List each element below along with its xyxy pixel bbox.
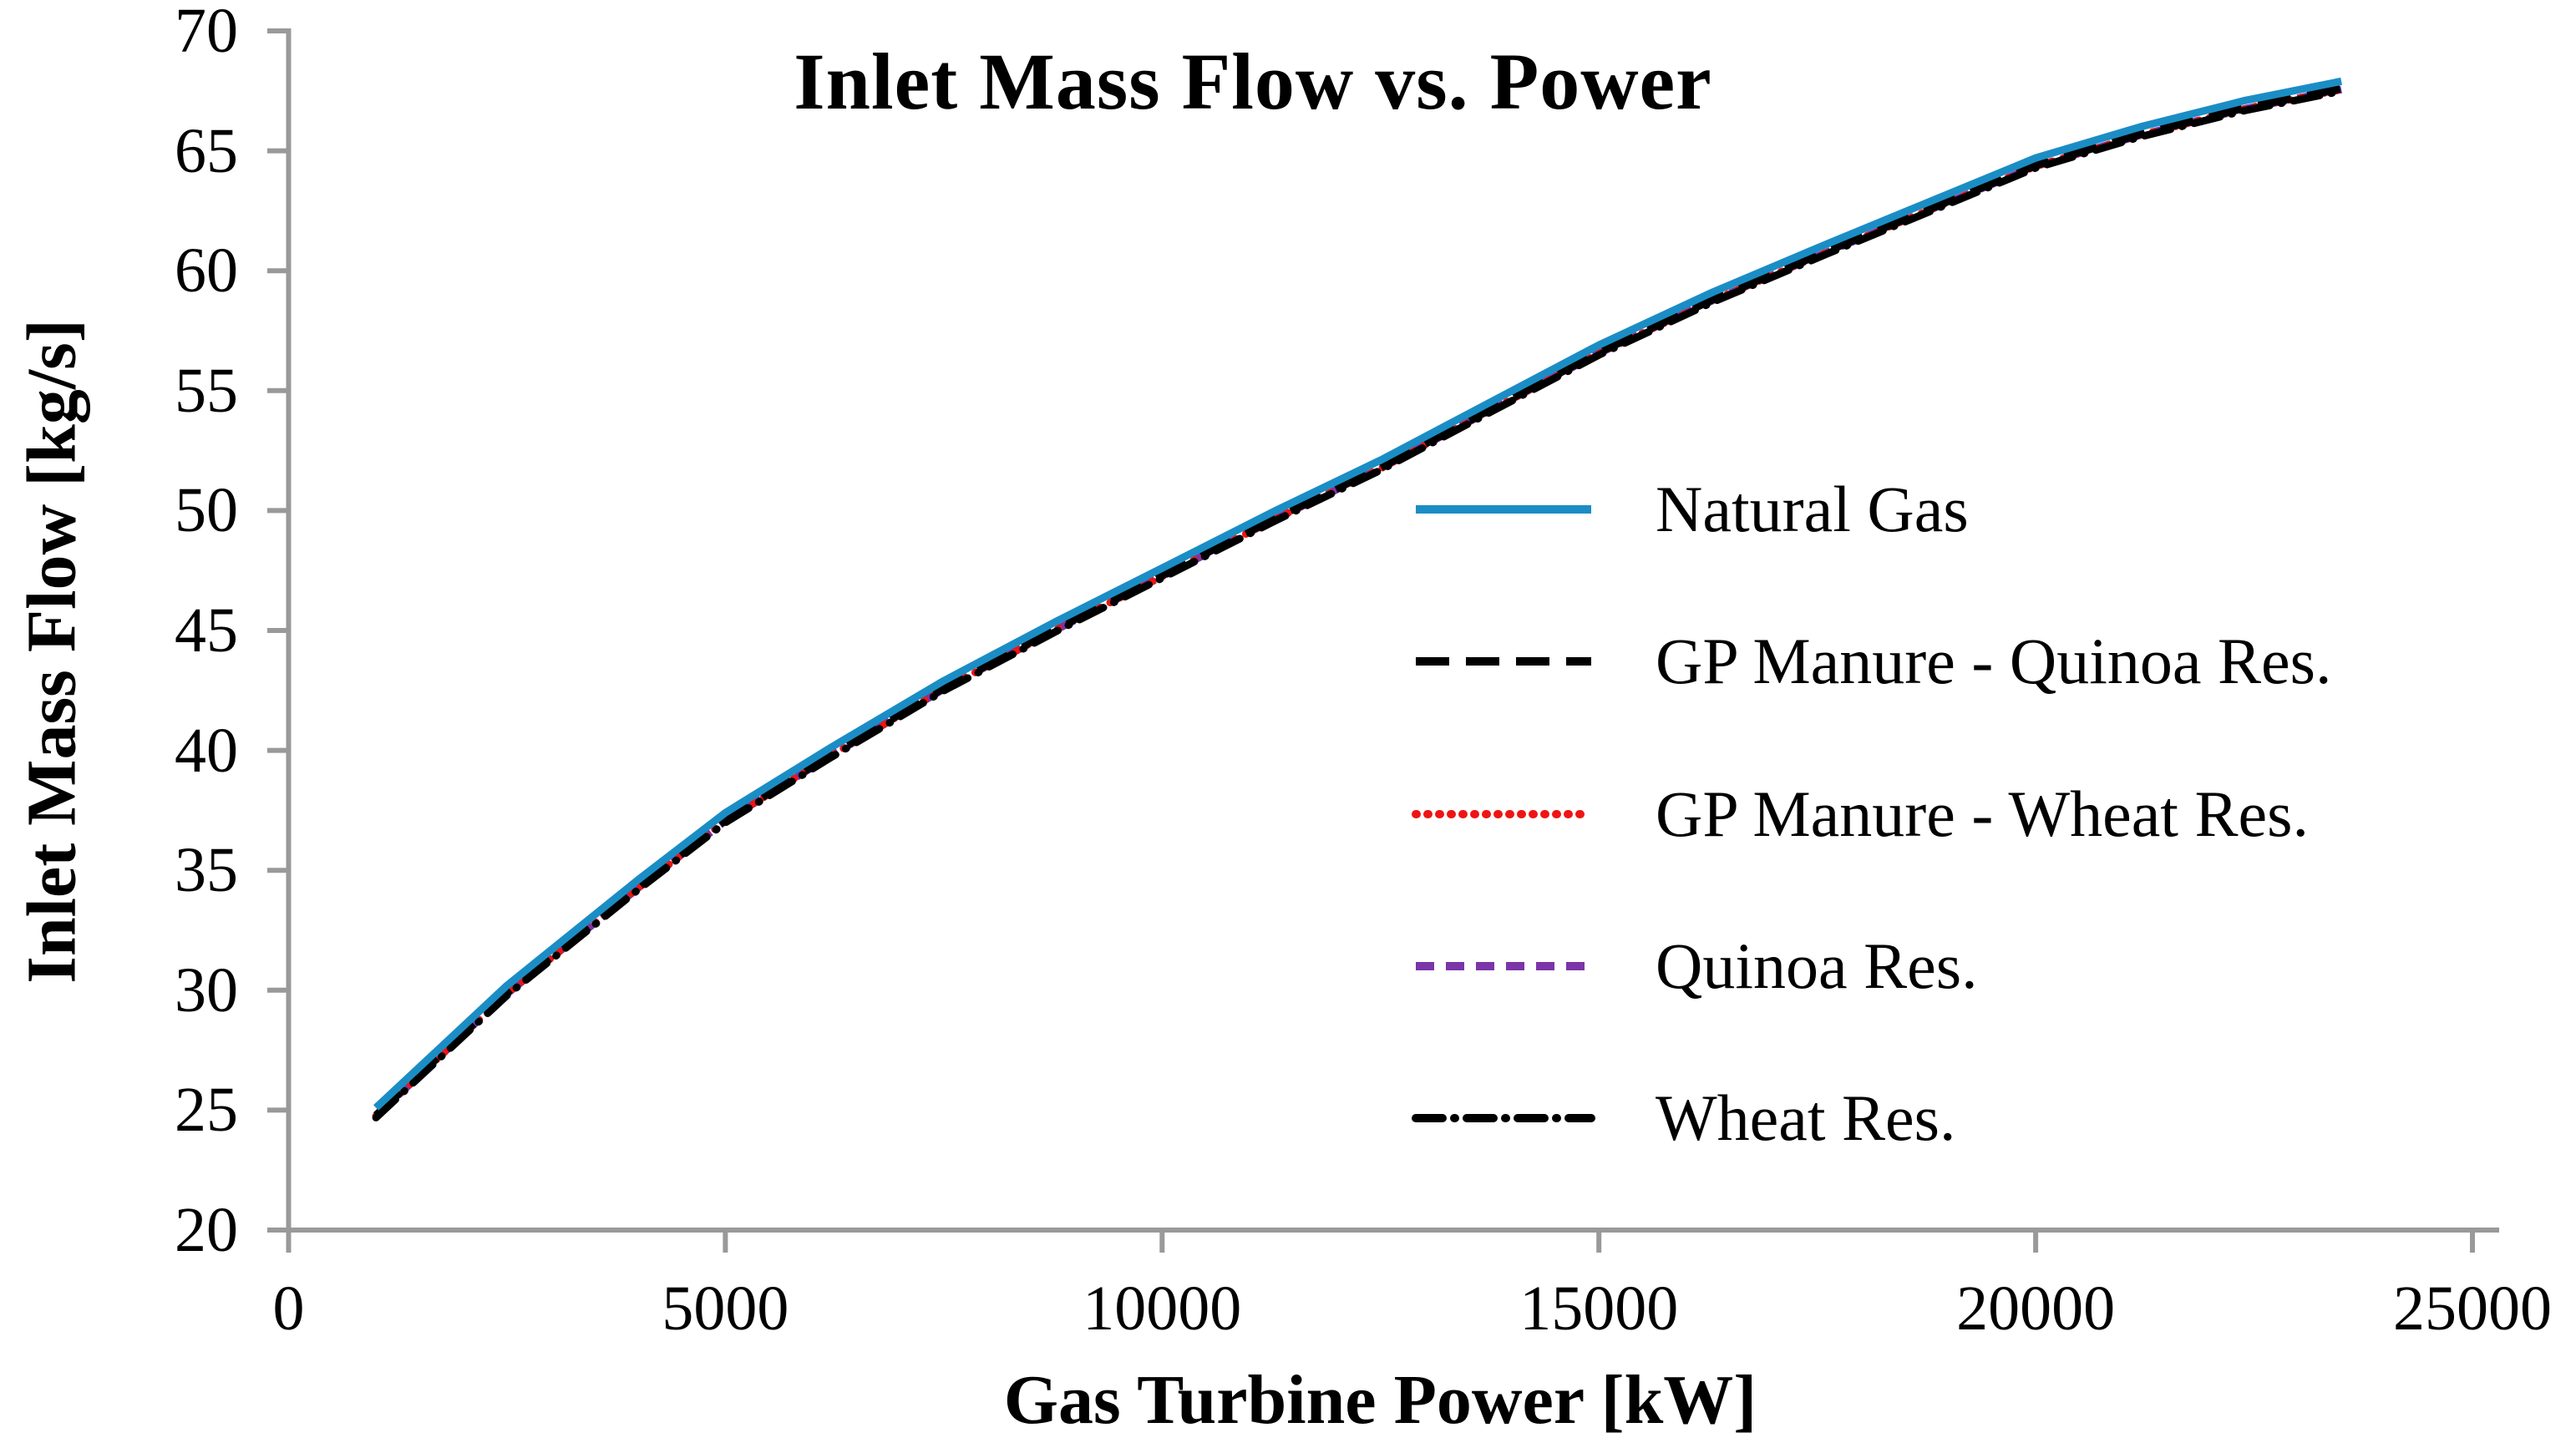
- y-tick-label: 50: [175, 475, 238, 546]
- curve-quinoa-res: [373, 85, 2342, 1119]
- legend-line-sample: [1416, 505, 1591, 514]
- legend-label: GP Manure - Quinoa Res.: [1656, 625, 2332, 697]
- curve-gp-manure-wheat-res: [372, 85, 2345, 1120]
- y-tick-label: 30: [175, 954, 238, 1025]
- legend-entry: Natural Gas: [1412, 463, 1969, 555]
- legend-entry: GP Manure - Quinoa Res.: [1412, 615, 2331, 707]
- legend-line-sample: [1416, 962, 1591, 970]
- legend-label: GP Manure - Wheat Res.: [1656, 777, 2309, 850]
- y-tick-label: 65: [175, 115, 238, 186]
- legend-label: Natural Gas: [1656, 473, 1969, 545]
- x-tick-label: 20000: [1956, 1273, 2116, 1344]
- curve-gp-manure-quinoa-res: [373, 84, 2342, 1118]
- curve-natural-gas: [373, 77, 2342, 1111]
- y-tick-label: 45: [175, 595, 238, 666]
- y-tick-label: 55: [175, 355, 238, 426]
- x-tick-label: 15000: [1519, 1273, 1679, 1344]
- legend-label: Quinoa Res.: [1656, 929, 1978, 1002]
- legend-line-sample: [1416, 657, 1591, 666]
- y-tick-label: 70: [175, 0, 238, 66]
- chart-title: Inlet Mass Flow vs. Power: [794, 37, 1712, 126]
- legend-line-sample: [1412, 810, 1595, 818]
- legend-entry: GP Manure - Wheat Res.: [1412, 768, 2309, 860]
- y-tick-label: 60: [175, 235, 238, 306]
- legend-entry: Quinoa Res.: [1412, 920, 1978, 1012]
- x-tick-label: 10000: [1083, 1273, 1242, 1344]
- x-tick-label: 0: [272, 1273, 305, 1344]
- legend-label: Wheat Res.: [1656, 1081, 1956, 1154]
- x-axis-title: Gas Turbine Power [kW]: [1003, 1361, 1757, 1439]
- y-tick-label: 20: [175, 1195, 238, 1265]
- legend-line-sample: [1412, 1114, 1595, 1122]
- curve-wheat-res: [372, 87, 2345, 1121]
- y-tick-label: 35: [175, 835, 238, 906]
- x-tick-label: 25000: [2393, 1273, 2552, 1344]
- y-tick-label: 25: [175, 1075, 238, 1146]
- y-tick-label: 40: [175, 715, 238, 786]
- x-tick-label: 5000: [662, 1273, 789, 1344]
- legend-entry: Wheat Res.: [1412, 1072, 1956, 1164]
